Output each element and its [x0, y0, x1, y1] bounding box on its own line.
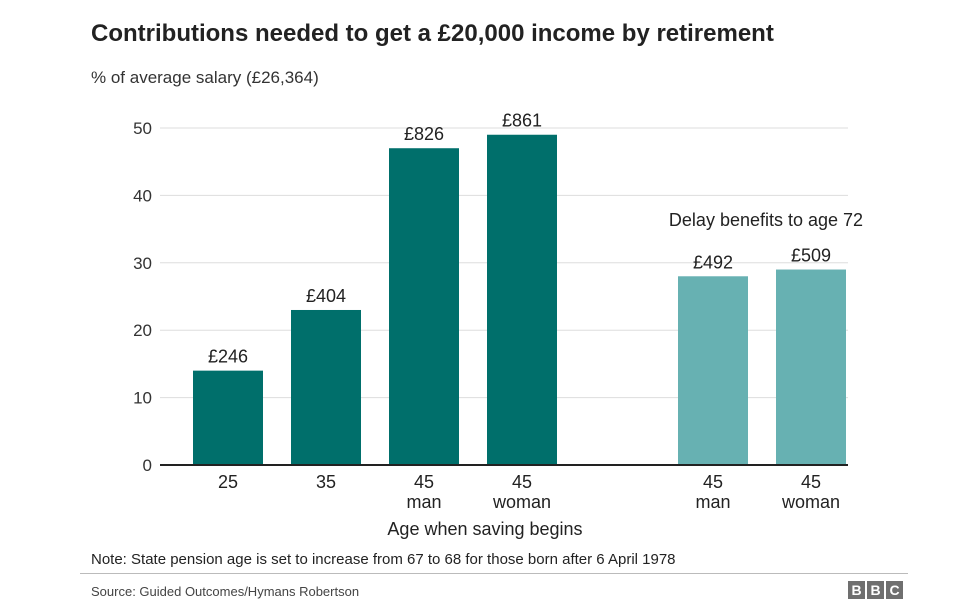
bar-value-label: £404	[306, 286, 346, 306]
x-axis-title: Age when saving begins	[387, 519, 582, 539]
bar-value-label: £492	[693, 252, 733, 272]
annotation-delay-benefits: Delay benefits to age 72	[669, 210, 863, 230]
x-tick-label: 35	[316, 472, 336, 492]
x-tick-label: woman	[781, 492, 840, 512]
bar	[193, 370, 263, 465]
bbc-logo-letter: C	[886, 581, 903, 599]
bar-chart: 01020304050£24625£40435£82645man£86145wo…	[133, 111, 863, 539]
bar	[776, 269, 846, 465]
footnote: Note: State pension age is set to increa…	[91, 551, 676, 568]
x-tick-label: man	[695, 492, 730, 512]
y-tick-label: 10	[133, 389, 152, 408]
x-tick-label: 25	[218, 472, 238, 492]
bar-value-label: £509	[791, 246, 831, 266]
chart-title: Contributions needed to get a £20,000 in…	[91, 20, 774, 47]
source-text: Source: Guided Outcomes/Hymans Robertson	[91, 584, 360, 599]
x-tick-label: 45	[703, 472, 723, 492]
bar	[487, 134, 557, 466]
bar-value-label: £826	[404, 124, 444, 144]
x-tick-label: 45	[512, 472, 532, 492]
bar	[389, 148, 459, 465]
bbc-logo-letter: B	[867, 581, 884, 599]
x-tick-label: 45	[801, 472, 821, 492]
x-tick-label: man	[406, 492, 441, 512]
bar-value-label: £861	[502, 111, 542, 131]
x-tick-label: woman	[492, 492, 551, 512]
y-tick-label: 40	[133, 186, 152, 205]
bbc-logo-letter: B	[848, 581, 865, 599]
bar	[291, 309, 361, 465]
y-tick-label: 50	[133, 119, 152, 138]
chart-subtitle: % of average salary (£26,364)	[91, 68, 319, 87]
bar-value-label: £246	[208, 347, 248, 367]
footer-divider	[80, 573, 908, 574]
y-tick-label: 20	[133, 321, 152, 340]
bar	[678, 276, 748, 465]
y-tick-label: 30	[133, 254, 152, 273]
y-tick-label: 0	[143, 456, 152, 475]
x-tick-label: 45	[414, 472, 434, 492]
bbc-logo: B B C	[848, 581, 903, 599]
